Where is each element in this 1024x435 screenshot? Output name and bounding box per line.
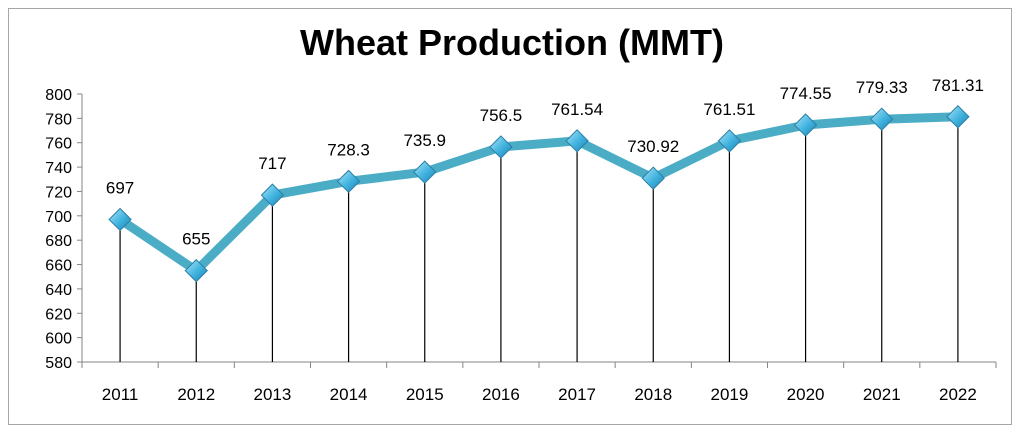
data-label: 730.92: [627, 137, 679, 156]
data-label: 735.9: [403, 131, 446, 150]
drop-lines: [119, 116, 959, 362]
y-tick-label: 800: [45, 87, 72, 104]
data-point-marker: [565, 129, 589, 153]
data-point-marker: [336, 169, 361, 194]
data-point-marker: [184, 258, 208, 283]
data-point-marker: [489, 135, 513, 159]
data-label: 781.31: [932, 76, 984, 95]
x-tick-label: 2015: [406, 385, 444, 404]
x-tick-label: 2016: [482, 385, 520, 404]
data-label: 774.55: [780, 84, 832, 103]
chart-title: Wheat Production (MMT): [300, 22, 724, 63]
y-tick-label: 700: [45, 209, 72, 226]
y-tick-label: 640: [45, 282, 72, 299]
x-tick-label: 2014: [330, 385, 368, 404]
data-point-marker: [793, 113, 818, 137]
data-label: 761.51: [703, 100, 755, 119]
data-label: 697: [106, 178, 134, 197]
data-label: 756.5: [480, 106, 523, 125]
series-line: [115, 112, 963, 276]
data-point-marker: [108, 207, 132, 232]
data-point-marker: [717, 129, 742, 153]
chart-frame: [8, 8, 1012, 425]
markers: [108, 105, 970, 283]
axes: 580 600 620 640 660 680 700 720 740 760 780 800 2011…: [45, 87, 997, 404]
x-tick-label: 2018: [634, 385, 672, 404]
x-tick-label: 2022: [939, 385, 977, 404]
data-point-marker: [641, 166, 665, 190]
data-label: 717: [258, 154, 286, 173]
data-label: 761.54: [551, 100, 603, 119]
data-label: 728.3: [327, 140, 370, 159]
y-tick-label: 720: [45, 184, 72, 201]
x-tick-label: 2011: [102, 385, 139, 404]
x-tick-label: 2017: [558, 385, 596, 404]
data-point-marker: [260, 183, 285, 207]
y-tick-label: 680: [45, 233, 72, 250]
x-tick-label: 2012: [177, 385, 215, 404]
y-tick-label: 760: [45, 136, 72, 153]
data-point-marker: [946, 105, 970, 129]
series-line-path: [115, 112, 963, 276]
x-tick-label: 2019: [711, 385, 749, 404]
data-label: 655: [182, 230, 210, 249]
data-label: 779.33: [856, 78, 908, 97]
data-point-marker: [413, 160, 437, 184]
y-tick-label: 620: [45, 306, 72, 323]
x-tick-label: 2021: [863, 385, 901, 404]
data-point-marker: [870, 107, 894, 131]
y-tick-label: 660: [45, 258, 72, 275]
x-tick-label: 2020: [787, 385, 825, 404]
y-tick-label: 600: [45, 331, 72, 348]
data-labels: 697 655 717 728.3 735.9 756.5 761.54 730.92 761.…: [106, 76, 984, 249]
y-tick-label: 580: [45, 355, 72, 372]
y-tick-label: 780: [45, 111, 72, 128]
y-tick-label: 740: [45, 160, 72, 177]
x-tick-label: 2013: [254, 385, 292, 404]
